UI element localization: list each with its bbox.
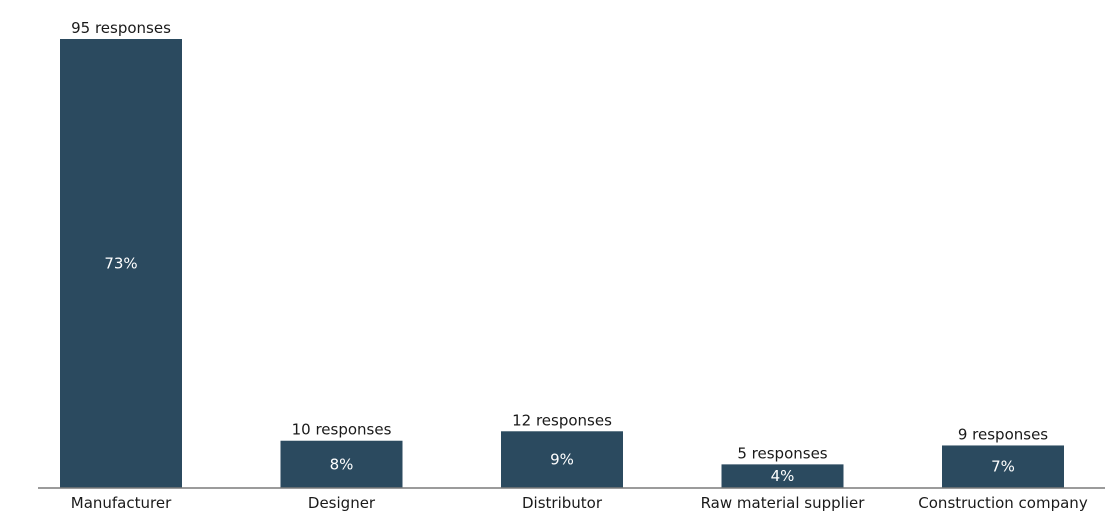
category-label-0: Manufacturer (71, 494, 172, 512)
bar-percent-label-1: 8% (330, 455, 354, 473)
bar-0 (60, 39, 182, 488)
bar-count-label-2: 12 responses (512, 411, 612, 429)
category-label-2: Distributor (522, 494, 603, 512)
bar-percent-label-3: 4% (771, 467, 795, 485)
bars-layer (60, 39, 1064, 488)
bar-percent-label-0: 73% (104, 255, 137, 273)
bar-1 (280, 440, 403, 488)
bar-count-label-1: 10 responses (292, 421, 392, 439)
bar-3 (721, 464, 844, 488)
bar-count-label-3: 5 responses (737, 444, 827, 462)
bar-4 (942, 445, 1064, 488)
category-label-1: Designer (308, 494, 376, 512)
category-label-3: Raw material supplier (701, 494, 866, 512)
bar-count-label-4: 9 responses (958, 425, 1048, 443)
category-label-4: Construction company (918, 494, 1088, 512)
bar-percent-label-4: 7% (991, 458, 1015, 476)
bar-percent-label-2: 9% (550, 451, 574, 469)
bar-count-label-0: 95 responses (71, 19, 171, 37)
labels-layer: 95 responses 73% Manufacturer 10 responses 8… (71, 19, 1088, 512)
bar-2 (501, 431, 623, 488)
